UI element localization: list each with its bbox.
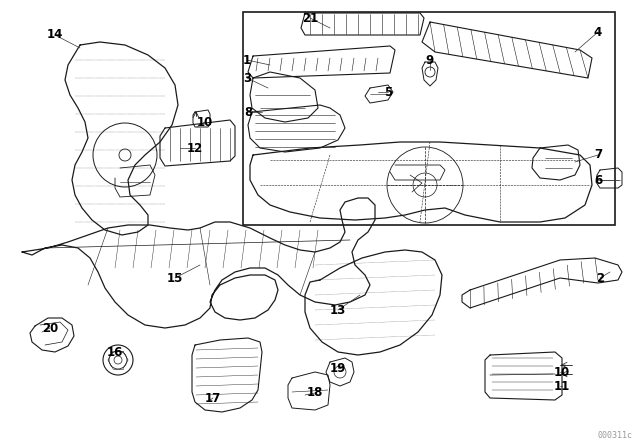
Text: 6: 6 (594, 173, 602, 186)
Text: 19: 19 (330, 362, 346, 375)
Text: 20: 20 (42, 322, 58, 335)
Text: 14: 14 (47, 29, 63, 42)
Text: 1: 1 (243, 53, 251, 66)
Text: 13: 13 (330, 303, 346, 316)
Text: 4: 4 (594, 26, 602, 39)
Text: 2: 2 (596, 271, 604, 284)
Text: 18: 18 (307, 387, 323, 400)
Text: 7: 7 (594, 148, 602, 161)
Bar (243, 12, 615, 225)
Text: 15: 15 (167, 271, 183, 284)
Text: 10: 10 (554, 366, 570, 379)
Text: 000311c: 000311c (597, 431, 632, 440)
Text: 12: 12 (187, 142, 203, 155)
Text: 17: 17 (205, 392, 221, 405)
Text: 21: 21 (302, 12, 318, 25)
Text: 10: 10 (197, 116, 213, 129)
Text: 11: 11 (554, 379, 570, 392)
Text: 5: 5 (384, 86, 392, 99)
Text: 16: 16 (107, 345, 123, 358)
Text: 9: 9 (426, 53, 434, 66)
Text: 8: 8 (244, 105, 252, 119)
Text: 3: 3 (243, 72, 251, 85)
